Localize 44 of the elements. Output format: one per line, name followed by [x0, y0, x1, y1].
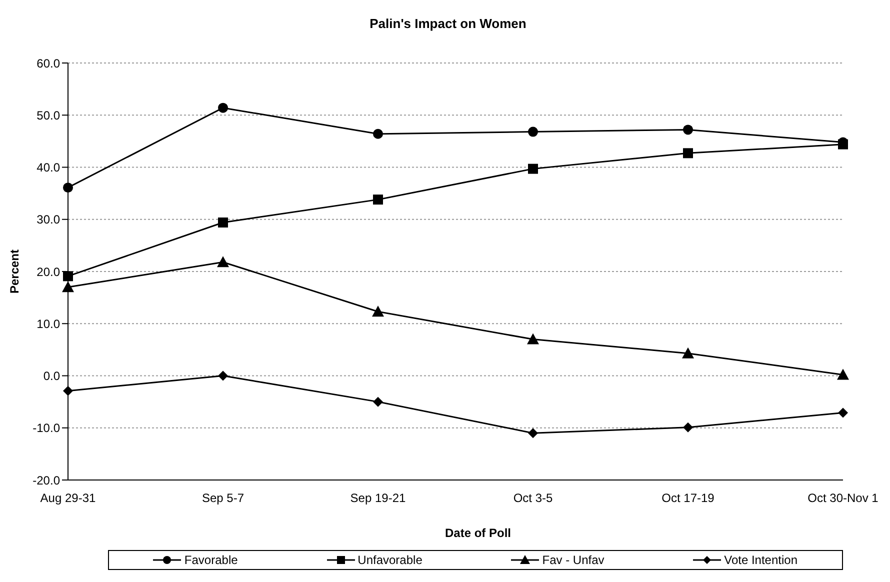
x-tick-label: Oct 17-19 — [662, 491, 715, 505]
point — [373, 194, 383, 205]
point — [373, 128, 383, 139]
point — [63, 271, 73, 282]
point — [528, 164, 538, 174]
x-axis-title: Date of Poll — [444, 526, 512, 540]
chart-title: Palin's Impact on Women — [368, 16, 528, 31]
point — [218, 218, 228, 228]
point — [527, 333, 539, 344]
legend-label: Vote Intention — [723, 553, 798, 567]
y-tick-label: 60.0 — [36, 56, 60, 70]
y-tick-label: 50.0 — [36, 108, 60, 122]
point — [218, 370, 228, 381]
point — [217, 256, 229, 268]
point — [683, 422, 693, 432]
x-tick-label: Sep 19-21 — [350, 491, 406, 505]
point — [682, 347, 694, 358]
point — [62, 281, 74, 292]
legend-label: Unfavorable — [356, 553, 422, 567]
point — [63, 182, 73, 193]
x-tick-label: Oct 30-Nov 1 — [808, 491, 879, 505]
point — [528, 126, 538, 137]
point — [63, 386, 73, 396]
point — [838, 408, 848, 418]
y-tick-label: -10.0 — [32, 421, 60, 436]
y-tick-label: 40.0 — [36, 160, 60, 175]
y-tick-label: 20.0 — [36, 264, 60, 279]
x-tick-label: Aug 29-31 — [40, 491, 96, 505]
y-tick-label: 30.0 — [36, 212, 60, 227]
point — [373, 396, 383, 407]
y-tick-label: 0.0 — [43, 369, 60, 384]
point — [683, 148, 693, 158]
y-tick-label: -20.0 — [32, 473, 60, 488]
point — [683, 124, 693, 135]
legend-label: Fav - Unfav — [541, 553, 604, 567]
x-tick-label: Oct 3-5 — [513, 491, 553, 505]
y-axis-title: Percent — [7, 249, 22, 294]
y-tick-label: 10.0 — [36, 316, 60, 331]
x-tick-label: Sep 5-7 — [202, 491, 244, 505]
point — [372, 306, 384, 317]
point — [837, 368, 849, 380]
point — [218, 102, 228, 113]
point — [528, 428, 538, 438]
legend-label: Favorable — [183, 553, 238, 567]
